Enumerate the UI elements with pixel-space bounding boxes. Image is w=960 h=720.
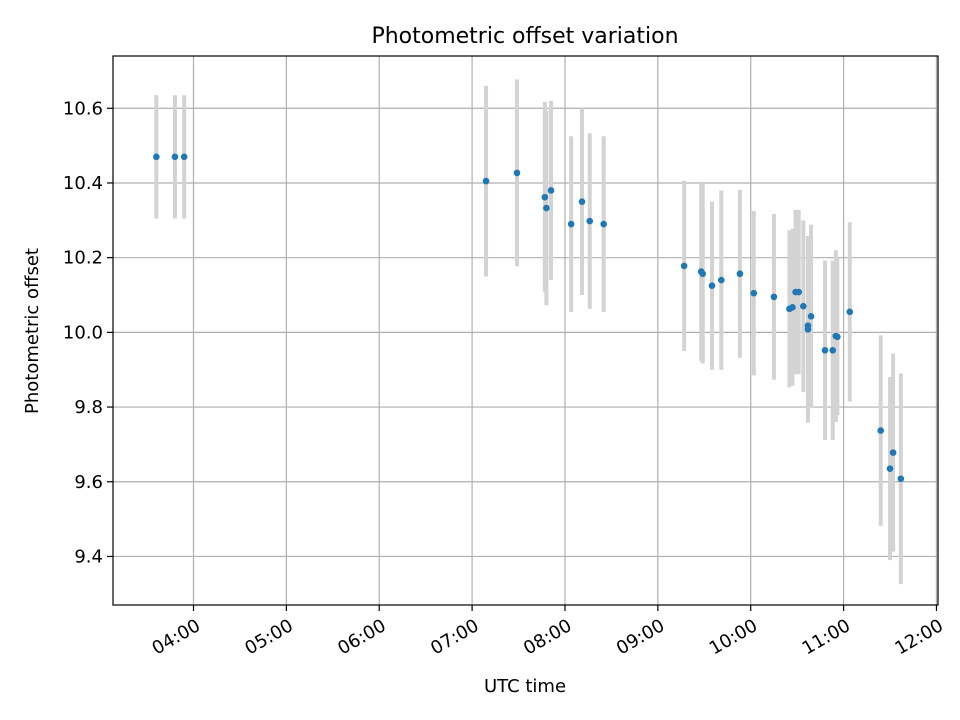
data-point xyxy=(482,177,490,185)
data-point xyxy=(795,288,802,296)
x-axis-label: UTC time xyxy=(484,676,566,697)
x-tick-label: 10:00 xyxy=(706,615,761,659)
plot-area-frame xyxy=(112,55,939,606)
data-point xyxy=(834,333,841,341)
y-tick-label: 9.8 xyxy=(74,397,103,418)
data-point xyxy=(750,289,758,297)
data-point xyxy=(736,270,744,278)
x-tick-label: 06:00 xyxy=(334,615,389,659)
data-point xyxy=(800,302,807,310)
data-point xyxy=(578,198,586,205)
data-point xyxy=(889,449,897,456)
x-tick-label: 05:00 xyxy=(241,615,296,659)
data-point xyxy=(877,427,885,434)
y-axis-label: Photometric offset xyxy=(22,248,43,414)
y-tick-label: 10.2 xyxy=(63,248,103,269)
data-point xyxy=(171,153,179,161)
x-tick-label: 08:00 xyxy=(520,615,575,659)
data-point xyxy=(513,169,521,177)
data-point xyxy=(708,282,716,289)
data-point xyxy=(699,270,707,278)
data-point xyxy=(821,346,829,354)
data-point xyxy=(547,187,555,194)
x-tick-layer: 04:00 05:00 06:00 07:00 08:00 09:00 10:00 11:00… xyxy=(149,605,947,659)
data-point xyxy=(180,153,188,161)
y-tick-label: 10.6 xyxy=(63,98,103,119)
y-tick-label: 9.6 xyxy=(74,472,103,493)
data-point xyxy=(586,217,594,225)
y-tick-layer: 9.4 9.6 9.8 10.0 10.2 10.4 10.6 xyxy=(63,98,113,567)
data-point xyxy=(718,276,725,284)
x-tick-label: 04:00 xyxy=(149,615,204,659)
x-tick-label: 07:00 xyxy=(427,615,482,659)
data-point xyxy=(543,204,550,212)
data-point xyxy=(807,313,815,320)
grid-layer xyxy=(113,56,938,605)
data-point xyxy=(886,465,894,472)
y-tick-label: 10.0 xyxy=(63,322,103,343)
point-layer xyxy=(153,153,905,483)
data-point xyxy=(680,262,688,270)
x-tick-label: 09:00 xyxy=(613,615,668,659)
x-tick-label: 12:00 xyxy=(892,615,947,659)
data-point xyxy=(567,220,575,228)
data-point xyxy=(846,308,854,316)
data-point xyxy=(770,293,778,301)
y-tick-label: 10.4 xyxy=(63,173,103,194)
data-point xyxy=(789,304,796,311)
data-point xyxy=(600,220,607,228)
data-point xyxy=(897,475,905,483)
y-tick-label: 9.4 xyxy=(74,546,103,567)
data-point xyxy=(804,322,812,329)
data-point xyxy=(541,193,549,201)
data-point xyxy=(829,346,837,354)
chart-title: Photometric offset variation xyxy=(371,24,678,49)
x-tick-label: 11:00 xyxy=(799,615,854,659)
data-point xyxy=(153,153,160,161)
